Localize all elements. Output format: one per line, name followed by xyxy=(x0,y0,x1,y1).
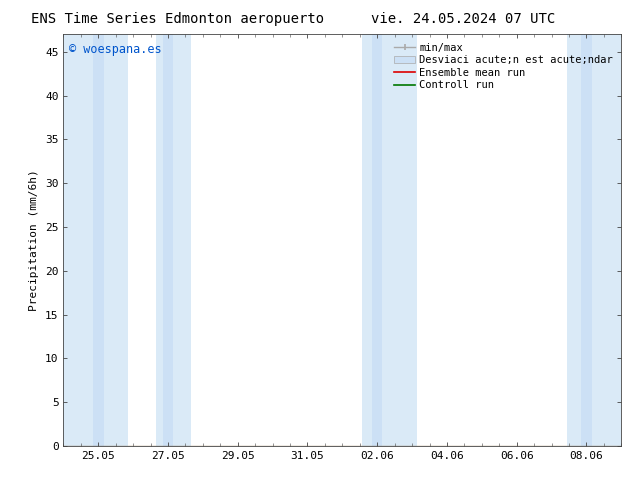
Bar xyxy=(63,34,128,446)
Bar xyxy=(567,34,628,446)
Text: vie. 24.05.2024 07 UTC: vie. 24.05.2024 07 UTC xyxy=(371,12,555,26)
Bar xyxy=(361,34,417,446)
Text: ENS Time Series Edmonton aeropuerto: ENS Time Series Edmonton aeropuerto xyxy=(31,12,324,26)
Bar xyxy=(163,34,173,446)
Y-axis label: Precipitation (mm/6h): Precipitation (mm/6h) xyxy=(30,169,39,311)
Bar xyxy=(156,34,191,446)
Legend: min/max, Desviaci acute;n est acute;ndar, Ensemble mean run, Controll run: min/max, Desviaci acute;n est acute;ndar… xyxy=(391,40,616,94)
Bar xyxy=(581,34,592,446)
Bar xyxy=(93,34,103,446)
Text: © woespana.es: © woespana.es xyxy=(69,43,162,55)
Bar xyxy=(372,34,382,446)
